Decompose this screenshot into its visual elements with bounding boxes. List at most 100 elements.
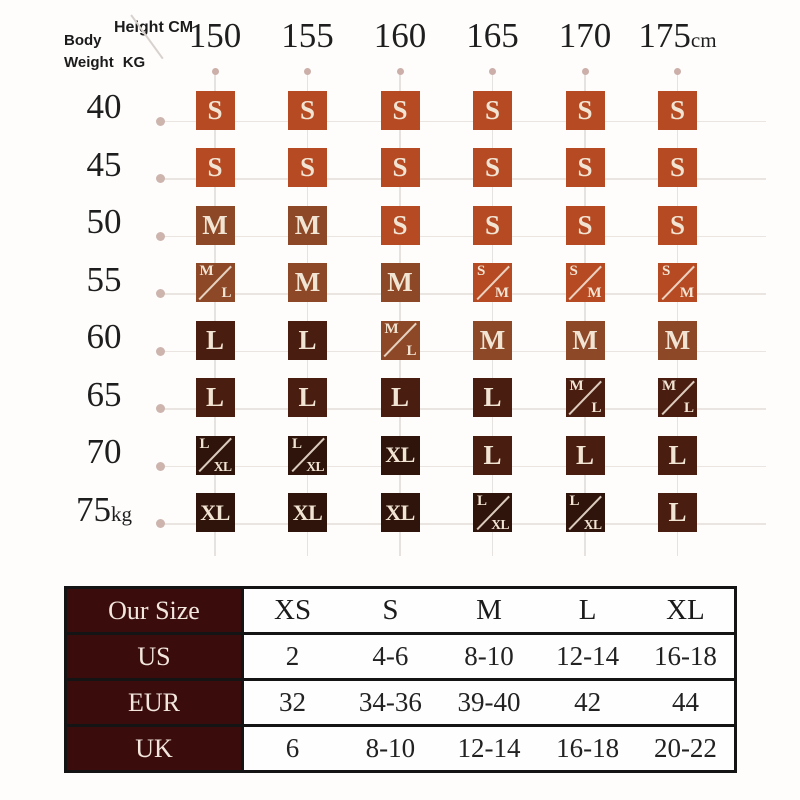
grid-hline [159, 120, 766, 122]
size-cell: S [288, 90, 327, 130]
grid-vline [214, 74, 216, 556]
column-marker-dot [396, 67, 404, 75]
size-letter: S [207, 152, 223, 182]
grid-vline [306, 74, 309, 556]
size-cell: S [658, 205, 697, 245]
size-cell: XL [380, 435, 420, 475]
height-tick-label: 165 [431, 16, 555, 56]
size-cell: S [473, 205, 512, 245]
column-marker-dot [304, 67, 311, 75]
size-cell: S [380, 90, 420, 130]
size-letter: S [577, 209, 593, 240]
conversion-row: EUR 32 34-36 39-40 42 44 [65, 678, 736, 726]
size-cell: S [565, 90, 605, 130]
size-letter: XL [292, 499, 323, 525]
size-value-cell: 2 [242, 632, 342, 680]
size-cell: XL [288, 493, 327, 532]
row-marker-dot [155, 116, 165, 126]
size-value-cell: 6 [242, 724, 342, 772]
weight-tick-label: 55 [40, 260, 168, 300]
size-cell: L XL [195, 435, 235, 475]
size-letter: L [298, 382, 317, 412]
height-value: 170 [558, 16, 612, 55]
weight-axis-unit: KG [122, 54, 146, 71]
size-cell: M [380, 263, 420, 302]
weight-axis-label: Weight KG [64, 54, 145, 71]
size-value-cell: 4-6 [341, 632, 440, 680]
size-value-cell: 39-40 [439, 678, 539, 726]
size-part-top: M [384, 320, 399, 337]
conversion-row: US 2 4-6 8-10 12-14 16-18 [65, 632, 736, 680]
size-letter: S [577, 152, 593, 182]
region-label-cell: US [65, 632, 244, 680]
size-value-cell: 16-18 [538, 724, 637, 772]
row-marker-dot [155, 231, 165, 241]
weight-value: 65 [86, 374, 122, 414]
grid-hline [159, 178, 766, 180]
size-letter: S [577, 94, 593, 125]
size-part-bottom: M [587, 285, 602, 301]
conversion-row: UK 6 8-10 12-14 16-18 20-22 [65, 724, 736, 772]
size-cell: XL [380, 493, 420, 532]
size-cell: S [565, 205, 605, 245]
size-part-bottom: XL [306, 459, 324, 474]
size-cell: S [380, 205, 420, 245]
size-letter: XL [385, 499, 415, 525]
size-cell: S [195, 90, 235, 130]
height-tick-label: 150 [153, 16, 277, 56]
weight-value: 40 [86, 87, 122, 126]
weight-tick-label: 70 [40, 432, 168, 472]
height-value: 160 [373, 16, 427, 55]
size-cell: S [380, 148, 420, 187]
size-letter: S [207, 94, 223, 125]
row-marker-dot [155, 289, 165, 298]
weight-tick-label: 50 [40, 202, 168, 242]
column-marker-dot [581, 67, 589, 75]
size-cell: S [473, 148, 512, 187]
size-value-cell: 44 [636, 678, 736, 726]
size-cell: L [195, 320, 235, 360]
size-letter: L [390, 382, 409, 412]
grid-vline [584, 74, 586, 556]
weight-value: 60 [86, 317, 122, 356]
size-cell: L [473, 435, 512, 475]
size-letter: S [669, 152, 686, 182]
size-header-cell: M [476, 594, 502, 626]
size-letter: L [298, 324, 317, 355]
size-letter: L [668, 497, 687, 527]
size-cell: L XL [288, 435, 327, 475]
height-tick-label: 170 [523, 16, 647, 56]
size-value-cell: 34-36 [341, 678, 440, 726]
weight-tick-label: 60 [40, 317, 168, 357]
size-letter: S [299, 94, 316, 125]
height-tick-label: 155 [246, 16, 370, 56]
grid-hline [159, 523, 766, 525]
size-letter: S [299, 152, 316, 182]
grid-hline [159, 465, 766, 467]
size-cell: S [195, 148, 235, 187]
height-tick-label: 160 [338, 16, 462, 56]
weight-tick-label: 65 [40, 375, 168, 415]
size-value-cell: 12-14 [538, 632, 637, 680]
region-label-cell: UK [65, 724, 244, 772]
size-cell: M [195, 205, 235, 245]
row-marker-dot [155, 519, 165, 528]
height-axis-label: Height CM [114, 19, 194, 36]
size-value-cell: 12-14 [439, 724, 539, 772]
size-part-top: L [292, 435, 303, 452]
size-part-bottom: XL [213, 459, 232, 474]
size-part-bottom: M [494, 285, 509, 301]
size-part-bottom: L [591, 400, 602, 416]
size-letter: XL [200, 499, 230, 525]
size-cell: S [288, 148, 327, 187]
size-cell: M [658, 320, 697, 360]
weight-value: 55 [86, 259, 122, 299]
size-part-bottom: L [221, 285, 232, 301]
